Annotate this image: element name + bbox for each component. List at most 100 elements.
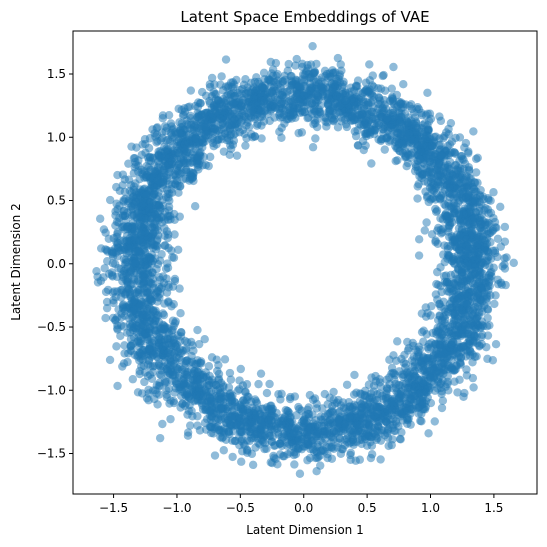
scatter-point	[391, 383, 401, 392]
scatter-point	[175, 349, 184, 358]
scatter-point	[414, 235, 424, 244]
scatter-point	[163, 145, 172, 154]
scatter-point	[382, 386, 391, 395]
scatter-point	[226, 129, 236, 139]
scatter-point	[408, 148, 418, 158]
scatter-point	[236, 364, 245, 374]
scatter-point	[248, 460, 258, 470]
scatter-point	[458, 268, 467, 277]
scatter-point	[114, 305, 123, 314]
scatter-point	[470, 196, 480, 205]
scatter-point	[193, 412, 202, 421]
scatter-point	[197, 359, 206, 368]
scatter-point	[333, 53, 343, 63]
scatter-point	[328, 84, 338, 94]
scatter-point	[489, 225, 498, 234]
scatter-point	[290, 392, 300, 401]
scatter-point	[251, 443, 260, 452]
scatter-point	[126, 267, 136, 276]
scatter-point	[289, 428, 299, 438]
scatter-point	[219, 147, 229, 156]
scatter-point	[134, 336, 143, 346]
scatter-point	[226, 420, 235, 429]
scatter-point	[227, 413, 236, 423]
scatter-point	[199, 152, 209, 162]
scatter-point	[244, 93, 253, 103]
scatter-point	[102, 297, 112, 307]
scatter-point	[289, 110, 298, 120]
scatter-point	[176, 309, 185, 318]
scatter-point	[456, 166, 465, 176]
chart-title: Latent Space Embeddings of VAE	[180, 8, 429, 26]
scatter-point	[257, 134, 266, 143]
scatter-point	[320, 389, 329, 399]
scatter-point	[124, 159, 133, 168]
scatter-point	[200, 418, 210, 427]
scatter-point	[225, 390, 235, 399]
scatter-point	[237, 102, 246, 111]
scatter-point	[140, 189, 149, 199]
scatter-point	[444, 252, 453, 262]
scatter-point	[278, 451, 288, 461]
scatter-point	[118, 211, 128, 221]
scatter-point	[219, 381, 228, 390]
scatter-point	[214, 369, 224, 379]
scatter-point	[200, 334, 209, 344]
scatter-point	[466, 271, 476, 280]
scatter-point	[101, 228, 110, 237]
scatter-point	[166, 396, 175, 405]
scatter-point	[501, 280, 510, 290]
scatter-point	[259, 68, 269, 78]
scatter-point	[133, 275, 143, 284]
scatter-point	[274, 390, 283, 399]
scatter-point	[423, 109, 432, 118]
scatter-point	[164, 324, 173, 333]
scatter-point	[153, 242, 162, 251]
scatter-point	[385, 355, 394, 364]
scatter-point	[265, 431, 274, 441]
scatter-point	[150, 166, 160, 176]
scatter-point	[396, 129, 406, 138]
scatter-point	[188, 374, 197, 383]
scatter-point	[450, 235, 459, 244]
scatter-point	[417, 108, 426, 118]
scatter-point	[197, 398, 206, 408]
scatter-point	[205, 407, 214, 416]
scatter-point	[278, 413, 287, 422]
scatter-point	[458, 309, 468, 319]
scatter-point	[129, 169, 139, 178]
scatter-point	[202, 91, 211, 100]
scatter-point	[242, 395, 252, 404]
scatter-point	[483, 246, 492, 255]
scatter-point	[145, 134, 155, 143]
scatter-point	[131, 247, 141, 256]
scatter-point	[113, 170, 122, 180]
scatter-point	[414, 251, 424, 260]
scatter-point	[193, 152, 202, 162]
scatter-point	[427, 338, 436, 347]
scatter-point	[480, 206, 489, 215]
scatter-point	[465, 346, 475, 356]
scatter-point	[220, 103, 230, 112]
scatter-point	[436, 177, 445, 187]
scatter-point	[473, 178, 482, 188]
scatter-point	[284, 59, 293, 69]
scatter-point	[108, 313, 118, 323]
scatter-point	[350, 370, 359, 380]
scatter-point	[335, 70, 345, 79]
scatter-point	[260, 444, 269, 454]
scatter-point	[367, 373, 376, 382]
scatter-point	[473, 302, 483, 311]
scatter-point	[470, 332, 479, 341]
scatter-point	[140, 377, 149, 387]
scatter-point	[310, 394, 320, 403]
scatter-point	[244, 122, 254, 132]
scatter-point	[453, 184, 462, 194]
scatter-point	[403, 117, 412, 127]
scatter-point	[130, 295, 140, 305]
scatter-point	[118, 285, 127, 294]
scatter-point	[436, 151, 445, 160]
scatter-point	[500, 222, 510, 232]
scatter-point	[354, 141, 363, 150]
scatter-point	[434, 223, 443, 233]
